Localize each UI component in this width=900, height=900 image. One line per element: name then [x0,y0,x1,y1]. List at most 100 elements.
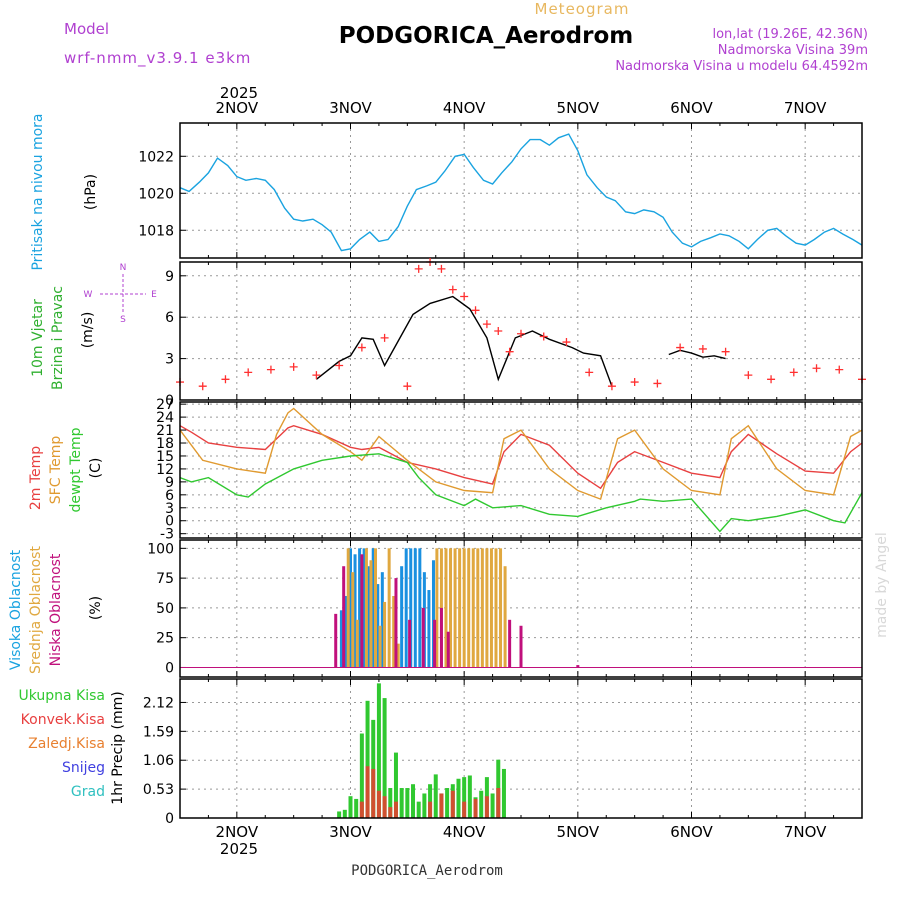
bar-konvek.kisa [365,766,370,818]
compass-n: N [120,263,127,273]
precip-panel: 0 0.53 1.06 1.59 2.12 [143,678,863,827]
y-tick-label: 25 [156,631,174,647]
bar-niska [439,607,443,668]
bar-srednja [355,619,359,668]
bottom-day-label: 2NOV [216,823,259,841]
bar-visoka [349,548,352,668]
gust-marker [812,364,821,373]
bar-niska [342,566,346,668]
bar-konvek.kisa [382,796,387,818]
bar-srednja [439,548,443,668]
y-tick-label: 21 [156,423,174,439]
bar-niska [508,619,512,668]
bar-ukupna-kisa [490,793,495,818]
y-tick-label: 6 [165,310,174,326]
cloud-panel: 0 25 50 75 100 [147,539,863,678]
gust-marker [494,327,503,335]
bottom-day-label: 4NOV [443,823,486,841]
plot-frame [179,401,863,539]
bar-niska [433,619,437,668]
precip-legend-item: Konvek.Kisa [21,712,105,728]
gust-marker [607,382,616,391]
gust-marker [221,375,230,384]
precip-legend-item: Zaledj.Kisa [28,736,105,752]
plot-area [180,402,862,538]
series-line-dewpt-temp [179,453,863,533]
bar-srednja [499,548,503,668]
gust-marker [357,343,366,352]
gust-marker [448,285,457,294]
gust-marker [471,306,480,315]
gust-marker [698,344,707,353]
cloud-title-high: Visoka Oblacnost [8,549,24,670]
y-tick-label: 0.53 [143,782,174,798]
bar-ukupna-kisa [501,768,506,818]
gust-marker [244,368,253,377]
y-tick-label: 24 [156,410,174,426]
bar-ukupna-kisa [445,788,450,818]
bar-ukupna-kisa [399,788,404,818]
wind-title-1: 10m Vjetar [30,299,46,377]
precip-legend-item: Snijeg [62,760,105,776]
precip-legend: Ukupna Kisa Konvek.Kisa Zaledj.Kisa Snijeg G… [18,688,105,800]
bar-visoka [418,548,422,668]
bar-konvek.kisa [393,801,398,818]
gust-marker [789,368,798,377]
bar-visoka [367,566,371,668]
plot-frame [179,261,863,401]
gust-marker [437,264,446,273]
bar-srednja [471,548,475,668]
bar-srednja [346,548,350,668]
bar-konvek.kisa [462,801,467,818]
bar-ukupna-kisa [354,798,359,818]
gust-marker [335,361,344,370]
bar-ukupna-kisa [376,683,381,818]
y-tick-label: 27 [156,397,174,413]
y-tick-label: 2.12 [143,695,174,711]
y-tick-label: 1018 [138,223,174,239]
bar-srednja [489,548,493,668]
station-title: PODGORICA_Aerodrom [339,23,634,49]
gust-marker [460,292,469,301]
precip-legend-item: Grad [71,784,105,800]
bottom-day-label: 5NOV [557,823,600,841]
watermark: made by Angel [874,532,890,638]
y-tick-label: 0 [165,811,174,827]
bar-srednja [480,548,484,668]
temp-unit: (C) [88,458,104,479]
y-tick-label: 1020 [138,186,174,202]
bar-ukupna-kisa [393,752,398,818]
top-day-label: 2NOV [216,99,259,117]
y-tick-label: 9 [165,475,174,491]
bar-konvek.kisa [439,793,444,818]
bar-konvek.kisa [371,768,376,818]
bar-konvek.kisa [376,790,381,818]
gust-marker [482,320,491,329]
bar-niska [576,665,580,668]
bar-konvek.kisa [473,798,478,818]
wind-unit: (m/s) [80,312,96,349]
bar-ukupna-kisa [479,790,484,818]
top-day-label: 3NOV [329,99,372,117]
bar-ukupna-kisa [382,698,387,818]
top-day-label: 4NOV [443,99,486,117]
bar-konvek.kisa [496,788,501,818]
temp-title-sfc: SFC Temp [48,436,64,505]
y-tick-label: 1022 [138,149,174,165]
bar-srednja [374,548,378,668]
plot-area [180,679,862,818]
series-line-speed [315,295,613,387]
year-label-bottom: 2025 [220,840,258,858]
bar-visoka [400,566,404,668]
bar-ukupna-kisa [348,796,353,818]
bar-srednja [444,548,448,668]
bar-visoka [371,548,375,668]
bar-ukupna-kisa [359,733,364,818]
bar-srednja [462,548,466,668]
series-line-speed2 [668,349,726,360]
gust-marker [585,368,594,377]
bar-srednja [383,601,387,668]
bar-konvek.kisa [450,790,455,818]
bar-srednja [369,560,373,668]
